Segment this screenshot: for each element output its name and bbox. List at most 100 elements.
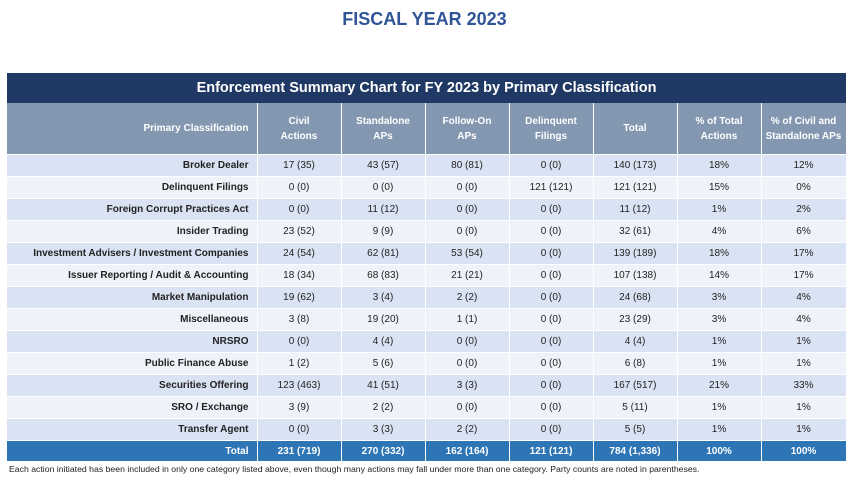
table-cell: 140 (173)	[593, 154, 678, 177]
table-cell: 1%	[677, 330, 762, 353]
table-cell: 0 (0)	[509, 418, 594, 441]
table-cell: 0 (0)	[509, 198, 594, 221]
column-header-standalone-aps: Standalone APs	[341, 103, 426, 155]
table-row: Delinquent Filings 0 (0) 0 (0) 0 (0) 121 (12…	[7, 176, 847, 199]
table-row: Issuer Reporting / Audit & Accounting 18 …	[7, 264, 847, 287]
table-row: Broker Dealer 17 (35) 43 (57) 80 (81) 0 (0) 1…	[7, 154, 847, 177]
table-cell: 1%	[761, 418, 847, 441]
table-cell: 3%	[677, 286, 762, 309]
table-cell: 3 (3)	[341, 418, 426, 441]
enforcement-summary-table: Primary Classification Civil Actions Stan…	[7, 103, 847, 461]
table-row: Transfer Agent 0 (0) 3 (3) 2 (2) 0 (0) 5 (5) 1…	[7, 418, 847, 441]
page-title: FISCAL YEAR 2023	[342, 9, 507, 29]
table-cell: 41 (51)	[341, 374, 426, 397]
category-cell: Market Manipulation	[7, 286, 258, 309]
total-cell: 121 (121)	[509, 440, 594, 461]
table-cell: 2 (2)	[341, 396, 426, 419]
table-cell: 23 (52)	[257, 220, 342, 243]
footnote: Each action initiated has been included …	[9, 464, 700, 474]
table-cell: 17 (35)	[257, 154, 342, 177]
table-cell: 19 (62)	[257, 286, 342, 309]
category-cell: Transfer Agent	[7, 418, 258, 441]
table-cell: 0 (0)	[257, 330, 342, 353]
table-cell: 6%	[761, 220, 847, 243]
table-cell: 18%	[677, 242, 762, 265]
table-cell: 0 (0)	[509, 242, 594, 265]
total-cell: 162 (164)	[425, 440, 510, 461]
table-row: Public Finance Abuse 1 (2) 5 (6) 0 (0) 0 (0)…	[7, 352, 847, 375]
table-cell: 4%	[761, 286, 847, 309]
table-cell: 32 (61)	[593, 220, 678, 243]
table-cell: 1%	[761, 330, 847, 353]
table-cell: 107 (138)	[593, 264, 678, 287]
table-cell: 0 (0)	[425, 352, 510, 375]
table-cell: 0 (0)	[425, 198, 510, 221]
table-cell: 1%	[761, 396, 847, 419]
table-cell: 0 (0)	[509, 330, 594, 353]
table-cell: 3 (8)	[257, 308, 342, 331]
table-cell: 68 (83)	[341, 264, 426, 287]
total-label-cell: Total	[7, 440, 258, 461]
table-cell: 1 (2)	[257, 352, 342, 375]
table-cell: 14%	[677, 264, 762, 287]
table-cell: 0 (0)	[425, 220, 510, 243]
table-row: Miscellaneous 3 (8) 19 (20) 1 (1) 0 (0) 23 (2…	[7, 308, 847, 331]
category-cell: Delinquent Filings	[7, 176, 258, 199]
table-cell: 62 (81)	[341, 242, 426, 265]
table-cell: 0 (0)	[257, 418, 342, 441]
table-cell: 1%	[761, 352, 847, 375]
table-cell: 1%	[677, 418, 762, 441]
table-cell: 0%	[761, 176, 847, 199]
table-cell: 0 (0)	[425, 176, 510, 199]
table-cell: 167 (517)	[593, 374, 678, 397]
table-cell: 18%	[677, 154, 762, 177]
category-cell: Issuer Reporting / Audit & Accounting	[7, 264, 258, 287]
total-cell: 270 (332)	[341, 440, 426, 461]
table-cell: 0 (0)	[509, 286, 594, 309]
table-cell: 5 (5)	[593, 418, 678, 441]
table-cell: 0 (0)	[509, 396, 594, 419]
table-cell: 1%	[677, 396, 762, 419]
table-cell: 0 (0)	[509, 154, 594, 177]
table-cell: 1%	[677, 352, 762, 375]
table-row: Investment Advisers / Investment Compani…	[7, 242, 847, 265]
table-cell: 0 (0)	[509, 264, 594, 287]
column-header-total: Total	[593, 103, 678, 155]
total-cell: 784 (1,336)	[593, 440, 678, 461]
total-row: Total 231 (719) 270 (332) 162 (164) 121 (121…	[7, 440, 847, 461]
column-header-primary-classification: Primary Classification	[7, 103, 258, 155]
table-cell: 0 (0)	[425, 396, 510, 419]
table-cell: 0 (0)	[341, 176, 426, 199]
table-cell: 12%	[761, 154, 847, 177]
table-cell: 0 (0)	[509, 308, 594, 331]
table-cell: 3 (9)	[257, 396, 342, 419]
table-cell: 121 (121)	[593, 176, 678, 199]
table-row: Insider Trading 23 (52) 9 (9) 0 (0) 0 (0) 32 …	[7, 220, 847, 243]
table-row: Market Manipulation 19 (62) 3 (4) 2 (2) 0 (0…	[7, 286, 847, 309]
category-cell: Securities Offering	[7, 374, 258, 397]
column-header-delinquent-filings: Delinquent Filings	[509, 103, 594, 155]
table-cell: 80 (81)	[425, 154, 510, 177]
table-row: Foreign Corrupt Practices Act 0 (0) 11 (12…	[7, 198, 847, 221]
table-cell: 0 (0)	[425, 330, 510, 353]
total-cell: 100%	[761, 440, 847, 461]
table-cell: 3 (4)	[341, 286, 426, 309]
table-row: NRSRO 0 (0) 4 (4) 0 (0) 0 (0) 4 (4) 1% 1%	[7, 330, 847, 353]
table-cell: 1 (1)	[425, 308, 510, 331]
table-cell: 5 (6)	[341, 352, 426, 375]
table-cell: 11 (12)	[593, 198, 678, 221]
category-cell: Public Finance Abuse	[7, 352, 258, 375]
table-cell: 4 (4)	[341, 330, 426, 353]
table-cell: 0 (0)	[509, 220, 594, 243]
table-cell: 17%	[761, 242, 847, 265]
table-cell: 43 (57)	[341, 154, 426, 177]
table-cell: 21 (21)	[425, 264, 510, 287]
table-cell: 18 (34)	[257, 264, 342, 287]
table-cell: 2 (2)	[425, 418, 510, 441]
table-cell: 4 (4)	[593, 330, 678, 353]
table-cell: 0 (0)	[509, 374, 594, 397]
category-cell: SRO / Exchange	[7, 396, 258, 419]
table-title: Enforcement Summary Chart for FY 2023 by…	[7, 73, 846, 103]
table-cell: 2%	[761, 198, 847, 221]
table-cell: 23 (29)	[593, 308, 678, 331]
